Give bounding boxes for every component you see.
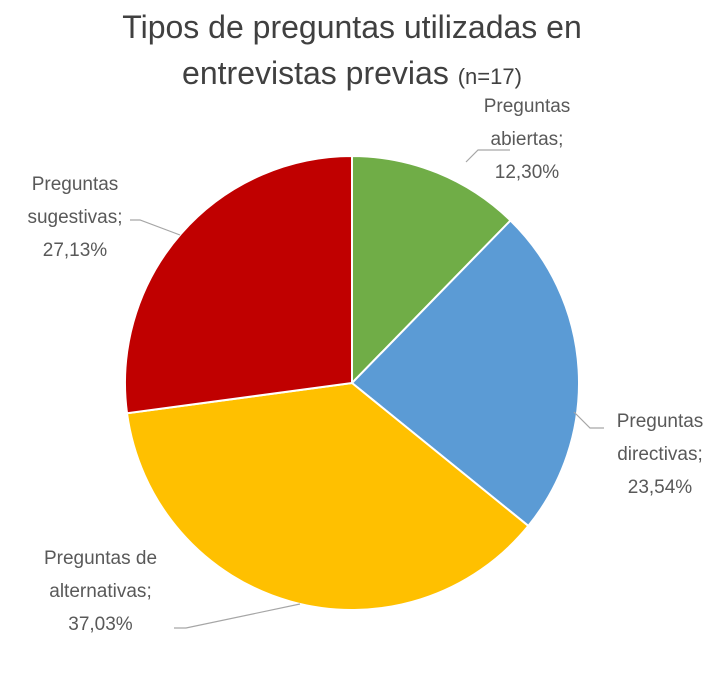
data-label: Preguntas directivas; 23,54% bbox=[600, 405, 718, 504]
chart-title-block: Tipos de preguntas utilizadas en entrevi… bbox=[106, 4, 598, 100]
data-label-value: 23,54% bbox=[627, 477, 693, 498]
data-label-separator: ; bbox=[697, 444, 703, 465]
chart-subtitle: (n=17) bbox=[457, 64, 522, 89]
leader-line bbox=[174, 603, 301, 629]
data-label-separator: ; bbox=[558, 129, 564, 150]
data-label-category: Preguntas directivas bbox=[616, 411, 704, 465]
data-label-separator: ; bbox=[146, 581, 152, 602]
pie-slice bbox=[350, 219, 580, 528]
data-label-separator: ; bbox=[117, 207, 123, 228]
data-label-value: 12,30% bbox=[494, 162, 560, 183]
data-label: Preguntas de alternativas; 37,03% bbox=[38, 542, 163, 641]
leader-line bbox=[130, 219, 181, 236]
pie-slice bbox=[124, 154, 353, 415]
leader-line bbox=[573, 411, 604, 429]
data-label: Preguntas sugestivas; 27,13% bbox=[8, 168, 142, 267]
data-label-category: Preguntas abiertas bbox=[483, 96, 571, 150]
leader-line bbox=[465, 149, 510, 163]
data-label-value: 37,03% bbox=[68, 614, 133, 635]
data-label-category: Preguntas sugestivas bbox=[27, 174, 119, 228]
pie-slice bbox=[351, 154, 512, 386]
pie-slice bbox=[125, 381, 530, 611]
data-label: Preguntas abiertas; 12,30% bbox=[467, 90, 587, 189]
data-label-value: 27,13% bbox=[42, 240, 108, 261]
data-label-category: Preguntas de alternativas bbox=[43, 548, 158, 602]
chart-title: Tipos de preguntas utilizadas en entrevi… bbox=[122, 9, 582, 91]
